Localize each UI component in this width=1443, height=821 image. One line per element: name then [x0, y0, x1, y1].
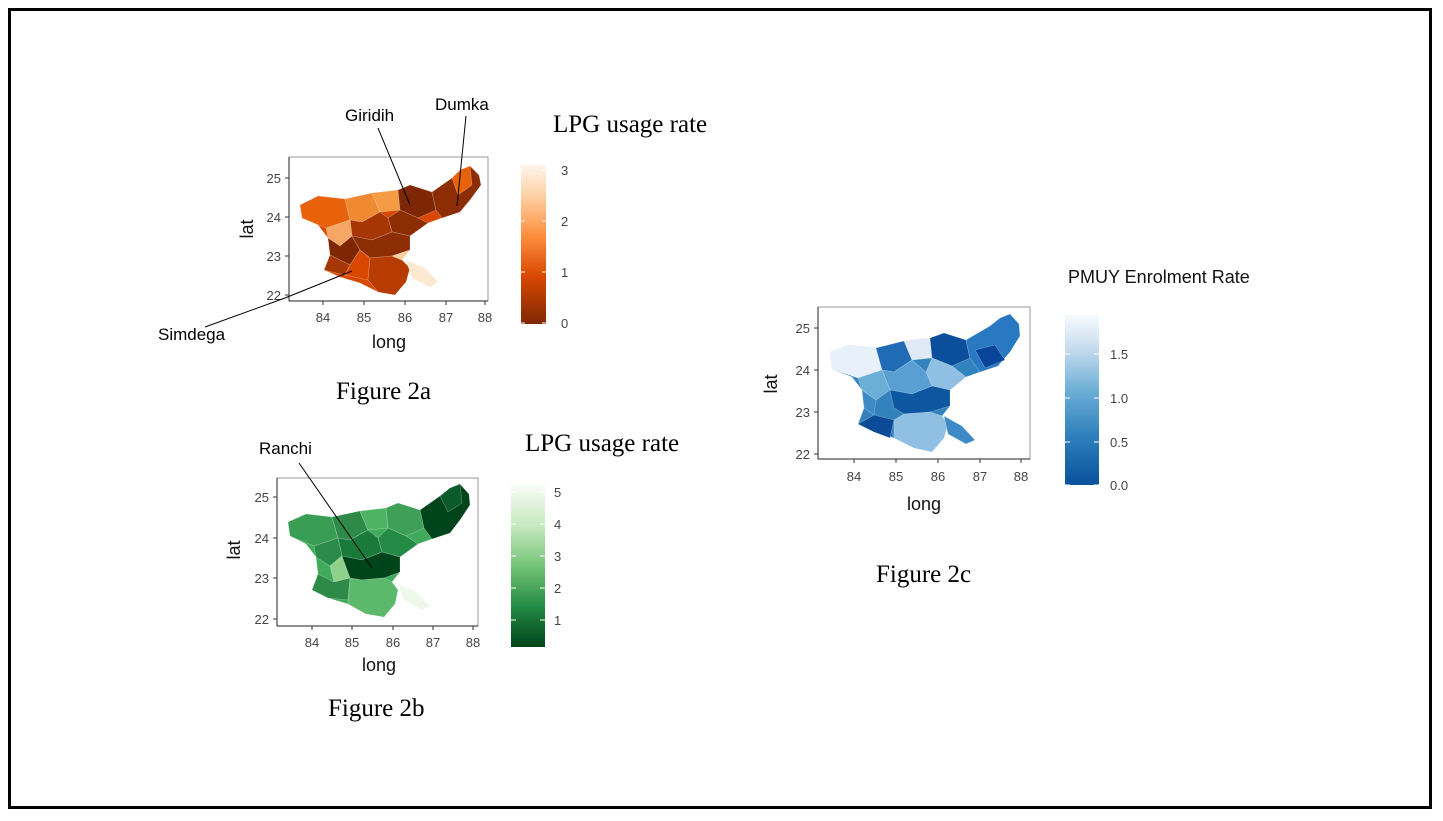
fig2b-label-ranchi: Ranchi: [259, 439, 312, 458]
fig2c-ytick-23: 23: [796, 405, 810, 420]
fig2b-xtick-88: 88: [466, 635, 480, 650]
fig2a-legend-title: LPG usage rate: [553, 111, 708, 138]
fig2a-ylabel: lat: [237, 219, 257, 238]
fig2c-colorbar: [1065, 315, 1099, 485]
fig2c-caption: Figure 2c: [876, 561, 972, 588]
fig2b-colorbar: [511, 485, 545, 647]
fig2a-caption: Figure 2a: [336, 378, 432, 405]
fig2b-ylabel: lat: [224, 540, 244, 559]
fig2b-ytick-22: 22: [255, 612, 269, 627]
fig2c-xlabel: long: [907, 494, 941, 514]
fig2c-cbar-tick-0-5: 0.5: [1110, 435, 1128, 450]
fig2c-ytick-25: 25: [796, 321, 810, 336]
fig2a-cbar-tick-2: 2: [561, 214, 568, 229]
fig2b-cbar-tick-1: 1: [554, 613, 561, 628]
fig2b-districts: [287, 483, 471, 618]
fig2a-y-ticks: [285, 177, 289, 296]
fig2a-cbar-tick-3: 3: [561, 163, 568, 178]
fig2a-leader-simdega-2: [204, 297, 286, 328]
fig2c-legend-title: PMUY Enrolment Rate: [1068, 267, 1250, 287]
fig2a-ytick-22: 22: [267, 288, 281, 303]
fig2c-ytick-22: 22: [796, 447, 810, 462]
fig2a-label-dumka: Dumka: [435, 95, 489, 114]
fig2b-cbar-tick-2: 2: [554, 581, 561, 596]
fig2b-xlabel: long: [362, 655, 396, 675]
fig2a-cbar-tick-1: 1: [561, 265, 568, 280]
fig2c-xtick-87: 87: [973, 469, 987, 484]
fig2a-leader-giridih: [377, 127, 411, 206]
fig2c-xtick-85: 85: [889, 469, 903, 484]
fig2a-leader-simdega-1: [284, 270, 353, 299]
fig2c-xtick-86: 86: [931, 469, 945, 484]
fig2b-cbar-tick-3: 3: [554, 549, 561, 564]
fig2b-xtick-84: 84: [305, 635, 319, 650]
fig2a-xtick-86: 86: [398, 310, 412, 325]
fig2c-ylabel: lat: [761, 374, 781, 393]
fig2b-ytick-24: 24: [255, 531, 269, 546]
fig2b-xtick-85: 85: [345, 635, 359, 650]
fig2c-cbar-tick-1-0: 1.0: [1110, 391, 1128, 406]
fig2a-xlabel: long: [372, 332, 406, 352]
fig2c-cbar-tick-0-0: 0.0: [1110, 478, 1128, 493]
fig2b-xtick-87: 87: [426, 635, 440, 650]
fig2b-leader-ranchi: [298, 462, 373, 569]
fig2c-cbar-tick-1-5: 1.5: [1110, 347, 1128, 362]
fig2b-ytick-25: 25: [255, 490, 269, 505]
fig2a-xtick-87: 87: [439, 310, 453, 325]
page-frame: [8, 8, 1432, 809]
fig2a-ytick-24: 24: [267, 210, 281, 225]
fig2b-legend-title: LPG usage rate: [525, 430, 680, 457]
fig2a-cbar-tick-0: 0: [561, 316, 568, 331]
fig2a-x-ticks: [322, 301, 486, 305]
fig2c-xtick-84: 84: [847, 469, 861, 484]
fig2a-leader-dumka: [456, 115, 467, 207]
fig2a-ytick-25: 25: [267, 171, 281, 186]
fig2b-cbar-tick-5: 5: [554, 485, 561, 500]
fig2a-xtick-84: 84: [316, 310, 330, 325]
fig2c-xtick-88: 88: [1014, 469, 1028, 484]
fig2a-colorbar: [521, 165, 546, 324]
fig2a-xtick-85: 85: [357, 310, 371, 325]
fig2c-districts: [829, 313, 1021, 453]
fig2b-ytick-23: 23: [255, 571, 269, 586]
fig2c-ytick-24: 24: [796, 363, 810, 378]
fig2a-label-simdega: Simdega: [158, 325, 226, 344]
fig2a-xtick-88: 88: [478, 310, 492, 325]
fig2b-xtick-86: 86: [386, 635, 400, 650]
fig2b-cbar-tick-4: 4: [554, 517, 561, 532]
fig2a-label-giridih: Giridih: [345, 106, 395, 125]
fig2a-ytick-23: 23: [267, 249, 281, 264]
fig2b-caption: Figure 2b: [328, 695, 425, 722]
fig2a-districts: [299, 165, 482, 296]
